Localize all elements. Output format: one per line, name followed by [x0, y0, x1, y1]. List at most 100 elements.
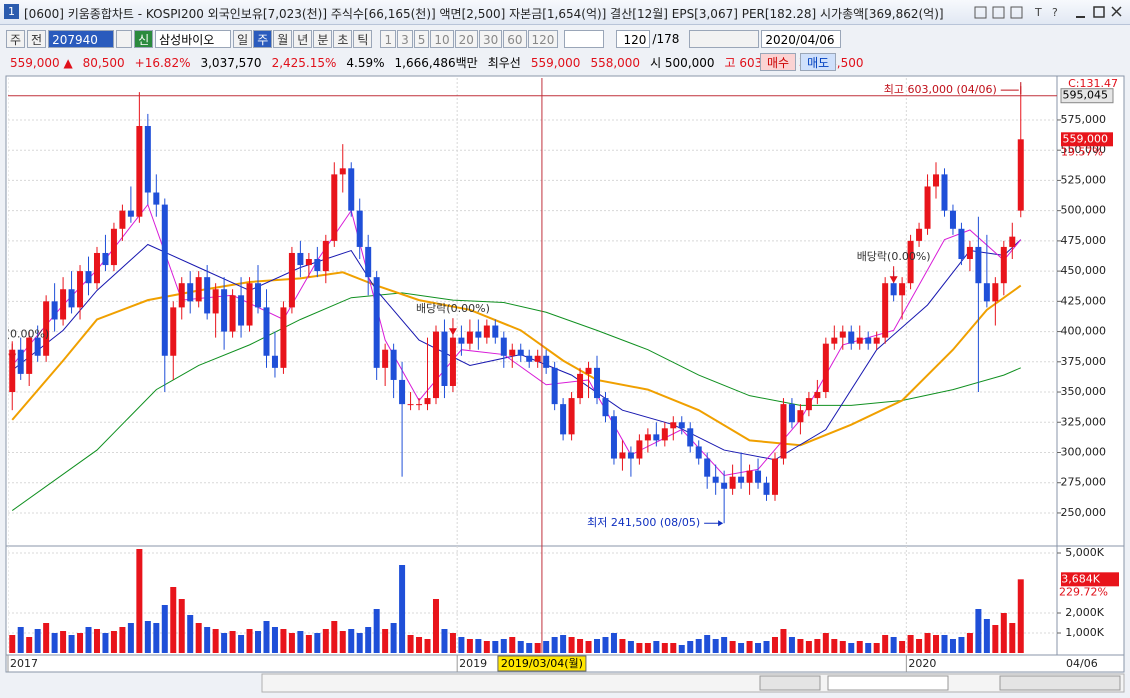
volume-bar: [560, 635, 567, 653]
info-item: 559,000 ▲: [10, 55, 73, 70]
zoom-buttons[interactable]: [999, 675, 1121, 691]
period-tab[interactable]: 월: [273, 30, 293, 48]
current-volume: 3,684K: [1061, 572, 1100, 585]
period-tab[interactable]: 틱: [353, 30, 373, 48]
candle-body: [763, 482, 770, 495]
volume-bar: [449, 633, 456, 653]
candle-body: [365, 246, 372, 278]
spacer-select[interactable]: [564, 30, 605, 48]
candle-body: [983, 283, 990, 302]
candle-body: [407, 404, 414, 406]
volume-bar: [331, 621, 338, 653]
volume-bar: [34, 629, 41, 653]
date-input[interactable]: 2020/04/06: [761, 30, 842, 48]
candle-body: [34, 337, 41, 356]
dividend-note: 배당락(0.00%): [0, 328, 49, 341]
minute-tab[interactable]: 1: [380, 30, 397, 48]
period-tab[interactable]: 분: [313, 30, 333, 48]
candle-body: [492, 325, 499, 338]
minute-tab[interactable]: 120: [527, 30, 559, 48]
maximize[interactable]: [1093, 6, 1105, 18]
candle-body: [271, 355, 278, 368]
icon[interactable]: [992, 6, 1005, 19]
close[interactable]: [1111, 6, 1122, 17]
count-input[interactable]: 120: [616, 30, 651, 48]
volume-bar: [373, 609, 380, 653]
minute-tab[interactable]: 20: [454, 30, 478, 48]
candle-body: [339, 168, 346, 175]
zoom-slider[interactable]: [827, 675, 949, 691]
search-button[interactable]: [116, 30, 133, 48]
candle-body: [890, 283, 897, 296]
volume-bar: [356, 633, 363, 653]
volume-bar: [229, 631, 236, 653]
crosshair-price: 595,045: [1063, 89, 1109, 102]
y-tick-label: 500,000: [1061, 204, 1107, 217]
candle-body: [771, 458, 778, 495]
candle-body: [585, 367, 592, 374]
crosshair-price-box: [1060, 88, 1114, 104]
y-tick-label: 400,000: [1061, 325, 1107, 338]
candle-body: [314, 259, 321, 272]
buy-button[interactable]: 매수: [760, 53, 797, 71]
volume-bar: [644, 643, 651, 653]
volume-bar: [212, 629, 219, 653]
y-tick-label: 425,000: [1061, 294, 1107, 307]
candle-body: [865, 337, 872, 344]
volume-bar: [483, 641, 490, 653]
minute-tab[interactable]: 3: [397, 30, 413, 48]
candle-body: [399, 379, 406, 405]
info-item: 최우선: [487, 56, 521, 70]
volume-bar: [704, 635, 711, 653]
period-tab[interactable]: 초: [333, 30, 353, 48]
candle-body: [848, 331, 855, 344]
y-tick-label: 1,000K: [1065, 626, 1104, 639]
minute-tab[interactable]: 30: [478, 30, 503, 48]
minute-tab[interactable]: 10: [430, 30, 454, 48]
period-tab[interactable]: 년: [293, 30, 313, 48]
volume-bar: [771, 637, 778, 653]
volume-bar: [653, 641, 660, 653]
candle-body: [305, 259, 312, 266]
icon[interactable]: [1010, 6, 1023, 19]
volume-bar: [305, 635, 312, 653]
minute-tab[interactable]: 60: [503, 30, 527, 48]
candle-body: [712, 476, 719, 483]
candle-body: [288, 252, 295, 308]
period-tab[interactable]: 주: [253, 30, 273, 48]
volume-bar: [1017, 579, 1024, 653]
tools[interactable]: [689, 30, 760, 48]
title-bar: 1 [0600] 키움종합차트 - KOSPI200 외국인보유[7,023(천…: [0, 0, 1130, 25]
candle-body: [594, 367, 601, 399]
window-title: [0600] 키움종합차트 - KOSPI200 외국인보유[7,023(천)]…: [24, 7, 944, 21]
volume-bar: [77, 633, 84, 653]
period-tab[interactable]: 일: [233, 30, 253, 48]
candle-body: [1000, 246, 1007, 284]
sell-button[interactable]: 매도: [800, 53, 837, 71]
scroll-bar[interactable]: [261, 673, 1125, 693]
code-input[interactable]: 207940: [48, 30, 115, 48]
volume-bar: [755, 643, 762, 653]
minute-tab[interactable]: 5: [413, 30, 430, 48]
count-total: /178: [652, 32, 680, 46]
candle-body: [814, 392, 821, 399]
candle-body: [221, 289, 228, 332]
volume-bar: [814, 639, 821, 653]
y-tick-label: 300,000: [1061, 445, 1107, 458]
candle-body: [975, 246, 982, 284]
volume-bar: [1009, 623, 1016, 653]
candle-body: [958, 228, 965, 260]
volume-bar: [890, 637, 897, 653]
icon[interactable]: [974, 6, 987, 19]
candle-body: [458, 337, 465, 344]
scroll-buttons[interactable]: [759, 675, 821, 691]
candle-body: [212, 289, 219, 314]
candle-body: [856, 337, 863, 344]
candle-body: [644, 434, 651, 441]
unit-select[interactable]: 주: [6, 30, 26, 48]
candle-body: [483, 325, 490, 338]
low-arrow-head: [718, 520, 724, 527]
period-select[interactable]: 전: [27, 30, 47, 48]
volume-bar: [161, 605, 168, 653]
